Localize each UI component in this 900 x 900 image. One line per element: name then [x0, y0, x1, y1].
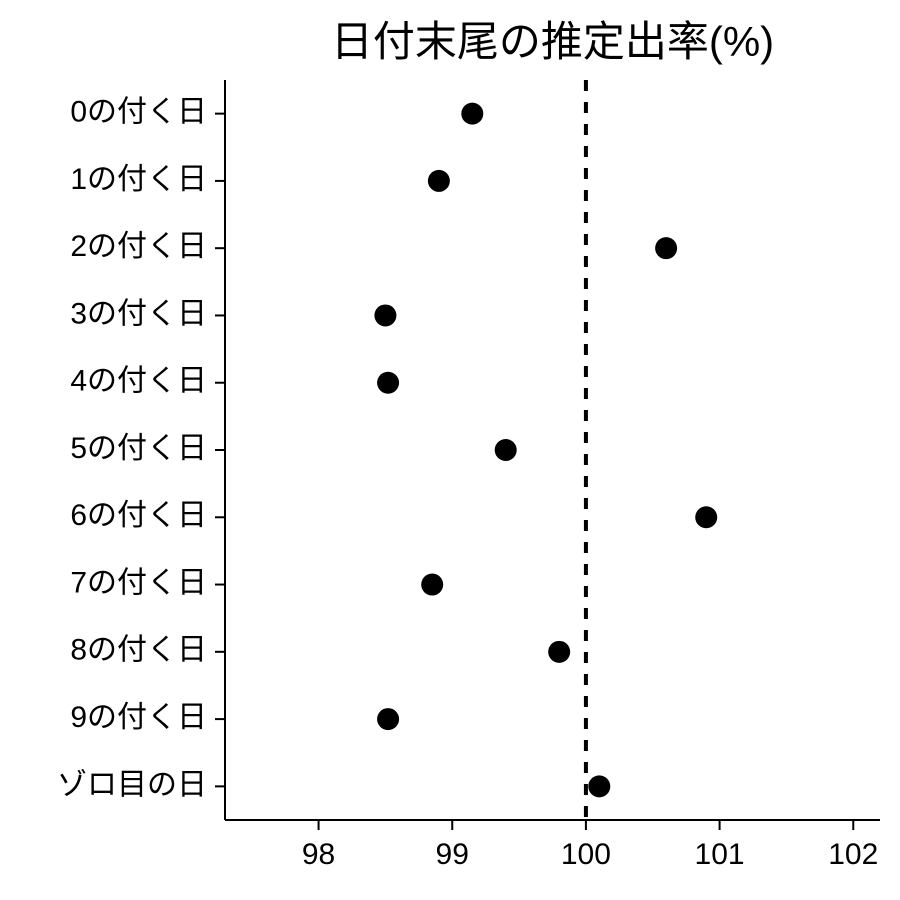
- y-tick-label: 8の付く日: [70, 634, 207, 667]
- y-tick-label: 0の付く日: [70, 96, 207, 129]
- chart-title: 日付末尾の推定出率(%): [331, 18, 774, 65]
- data-point: [655, 237, 677, 259]
- y-tick-label: 3の付く日: [70, 297, 207, 330]
- data-point: [588, 775, 610, 797]
- y-tick-label: 9の付く日: [70, 701, 207, 734]
- data-point: [428, 170, 450, 192]
- y-tick-label: ゾロ目の日: [57, 768, 207, 801]
- y-tick-label: 1の付く日: [70, 163, 207, 196]
- x-tick-label: 98: [302, 838, 335, 871]
- data-point: [374, 304, 396, 326]
- data-point: [495, 439, 517, 461]
- x-tick-label: 102: [828, 838, 878, 871]
- data-point: [377, 372, 399, 394]
- data-point: [461, 103, 483, 125]
- data-point: [548, 641, 570, 663]
- data-point: [377, 708, 399, 730]
- data-point: [695, 506, 717, 528]
- data-point: [421, 574, 443, 596]
- y-tick-label: 4の付く日: [70, 365, 207, 398]
- x-tick-label: 99: [436, 838, 469, 871]
- dotplot-chart: 日付末尾の推定出率(%) 98 99 100 101 102 0の付く日 1の付く日 2の付く日…: [0, 0, 900, 900]
- y-tick-label: 2の付く日: [70, 230, 207, 263]
- x-tick-label: 101: [695, 838, 745, 871]
- y-tick-label: 5の付く日: [70, 432, 207, 465]
- y-tick-label: 7の付く日: [70, 566, 207, 599]
- y-tick-label: 6の付く日: [70, 499, 207, 532]
- x-tick-label: 100: [561, 838, 611, 871]
